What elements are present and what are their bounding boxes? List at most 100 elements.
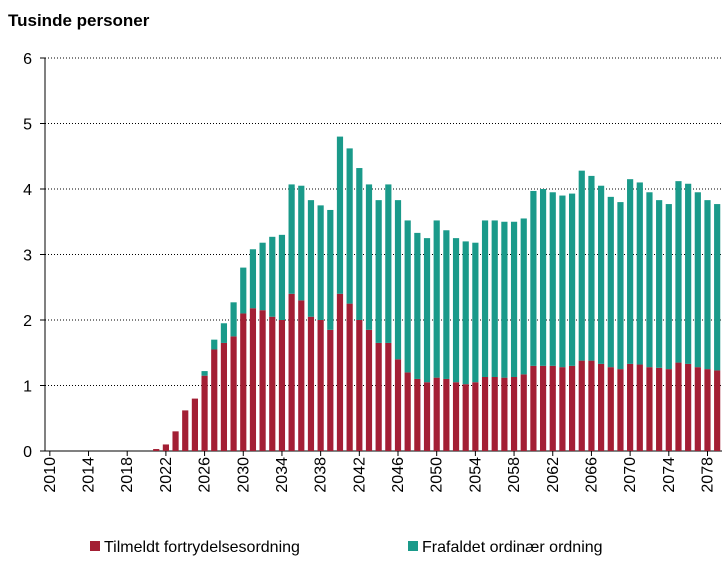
bar-segment [539, 189, 547, 366]
x-tick-label: 2054 [467, 457, 484, 493]
legend-label: Frafaldet ordinær ordning [422, 539, 603, 556]
y-tick-label: 3 [23, 248, 32, 265]
bar-segment [259, 242, 266, 311]
bar-segment [520, 218, 527, 375]
bar-segment [656, 367, 663, 451]
x-tick-label: 2014 [81, 457, 98, 493]
x-tick-label: 2066 [583, 457, 600, 493]
bar-segment [617, 202, 624, 370]
bar-segment [656, 200, 663, 368]
bar-segment [481, 376, 489, 451]
y-tick-label: 2 [23, 313, 32, 330]
bar-segment [646, 192, 653, 368]
bar-segment [462, 241, 469, 385]
x-tick-label: 2038 [313, 457, 330, 493]
bar-segment [452, 238, 460, 383]
bar-segment [414, 378, 421, 451]
bar-segment [404, 220, 411, 373]
bar-segment [549, 365, 556, 451]
bar-segment [230, 336, 237, 451]
bar-segment [501, 221, 508, 378]
bar-segment [211, 339, 218, 350]
bar-segment [462, 384, 469, 451]
bar-segment [433, 377, 440, 451]
bar-segment [201, 371, 208, 376]
bar-segment [646, 367, 653, 451]
bar-segment [162, 444, 169, 451]
bar-segment [336, 136, 344, 294]
x-tick-label: 2042 [351, 457, 368, 493]
bar-segment [704, 369, 711, 451]
bar-segment [598, 363, 605, 451]
bar-segment [365, 184, 373, 330]
bar-segment [578, 360, 585, 451]
x-tick-label: 2078 [699, 457, 716, 493]
bar-segment [588, 175, 595, 361]
bar-segment [278, 234, 286, 320]
bar-segment [530, 190, 537, 366]
bar-segment [288, 293, 295, 451]
bar-segment [607, 367, 614, 451]
bar-segment [172, 431, 179, 451]
bar-segment [685, 363, 692, 451]
y-tick-label: 1 [23, 379, 32, 396]
legend-label: Tilmeldt fortrydelsesordning [104, 539, 300, 556]
bar-segment [665, 369, 672, 451]
bar-segment [385, 184, 392, 343]
x-tick-label: 2010 [42, 457, 59, 493]
bar-segment [298, 185, 305, 301]
bar-segment [317, 205, 324, 320]
y-tick-label: 4 [23, 182, 32, 199]
bar-segment [365, 329, 373, 451]
bar-segment [404, 372, 411, 451]
bar-segment [346, 303, 353, 451]
bar-segment [230, 302, 237, 337]
bar-segment [481, 220, 489, 377]
bar-segment [327, 209, 334, 330]
bar-segment [317, 320, 324, 451]
bar-segment [472, 242, 479, 383]
x-tick-label: 2062 [545, 457, 562, 493]
bar-segment [714, 370, 721, 451]
bar-segment [559, 195, 566, 368]
x-tick-label: 2022 [158, 457, 175, 493]
bar-segment [704, 200, 711, 370]
bar-segment [356, 320, 363, 451]
bar-segment [510, 376, 518, 451]
legend-swatch [408, 541, 418, 551]
bar-segment [714, 204, 721, 371]
bar-segment [520, 374, 527, 451]
bar-segment [694, 367, 701, 451]
bar-segment [491, 220, 498, 377]
bar-segment [385, 342, 392, 451]
bar-segment [394, 359, 402, 451]
bar-segment [694, 192, 701, 368]
bar-segment [588, 360, 595, 451]
bar-segment [568, 365, 576, 451]
bar-segment [607, 196, 614, 368]
bar-segment [578, 170, 585, 361]
bar-segment [636, 364, 643, 451]
bar-segment [539, 365, 547, 451]
bar-segment [375, 342, 382, 451]
bar-segment [491, 376, 498, 451]
bar-segment [423, 238, 431, 383]
bar-segment [220, 342, 228, 451]
bar-segment [240, 313, 247, 451]
x-tick-label: 2058 [506, 457, 523, 493]
bar-segment [191, 398, 199, 451]
bar-segment [423, 382, 431, 451]
bar-segment [394, 200, 402, 360]
bar-segment [307, 200, 315, 317]
bar-segment [298, 300, 305, 451]
bar-segment [443, 230, 450, 379]
bar-segment [559, 367, 566, 451]
bar-segment [665, 204, 672, 370]
bar-segment [452, 382, 460, 451]
bar-segment [685, 183, 692, 364]
bar-segment [414, 232, 421, 379]
bar-segment [269, 316, 276, 451]
bar-segment [288, 184, 295, 294]
bar-segment [182, 410, 189, 451]
